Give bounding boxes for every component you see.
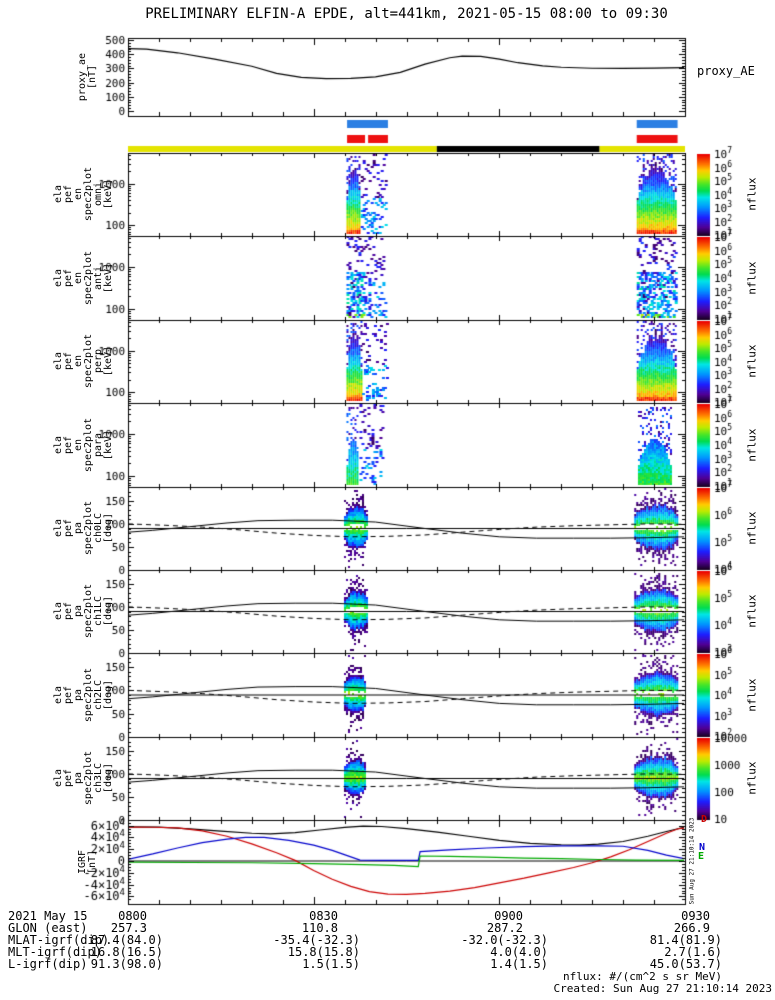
axis-row-lshell-label: L-igrf(dip) [8, 957, 88, 971]
lshell-value-2: 1.5(1.5) [302, 957, 360, 971]
axis-row-glon: GLON (east) 257.3 110.8 287.2 266.9 [0, 921, 775, 935]
mlat-value-4: 81.4(81.9) [649, 933, 722, 947]
axis-row-mlt: MLT-igrf(dip) 16.8(16.5) 15.8(15.8) 4.0(… [0, 945, 775, 959]
colorbar-label-nflux-anti: nflux [745, 261, 759, 295]
glon-value-1: 257.3 [110, 921, 147, 935]
ylabel-en-para: ela pef en spec2plot para [keV] [53, 417, 114, 473]
lshell-value-4: 45.0(53.7) [649, 957, 722, 971]
colorbar-label-nflux-omni: nflux [745, 177, 759, 211]
created-timestamp-vertical: Sun Aug 27 21:10:14 2023 [688, 817, 696, 905]
colorbar-label-nflux-perp: nflux [745, 344, 759, 378]
colorbar-label-nflux-para: nflux [745, 428, 759, 462]
igrf-legend-e: E [698, 851, 705, 862]
colorbar-label-nflux-ch2lc: nflux [745, 678, 759, 712]
time-tick-0900: 0900 [494, 909, 523, 923]
ylabel-pa-ch1lc: ela pef pa spec2plot ch1LC [deg] [53, 583, 114, 639]
mlat-value-3: -32.0(-32.3) [461, 933, 548, 947]
mlt-value-4: 2.7(1.6) [664, 945, 722, 959]
ylabel-en-perp: ela pef en spec2plot perp [keV] [53, 333, 114, 389]
colorbar-label-nflux-ch1lc: nflux [745, 594, 759, 628]
axis-row-lshell: L-igrf(dip) 91.3(98.0) 1.5(1.5) 1.4(1.5)… [0, 957, 775, 971]
mlt-value-1: 16.8(16.5) [90, 945, 163, 959]
colorbar-label-nflux-ch0lc: nflux [745, 511, 759, 545]
lshell-value-3: 1.4(1.5) [490, 957, 548, 971]
axis-row-mlt-label: MLT-igrf(dip) [8, 945, 102, 959]
time-tick-0800: 0800 [118, 909, 147, 923]
time-tick-0830: 0830 [309, 909, 338, 923]
mlt-value-2: 15.8(15.8) [287, 945, 360, 959]
axis-row-mlat: MLAT-igrf(dip) 87.4(84.0) -35.4(-32.3) -… [0, 933, 775, 947]
mlat-value-1: 87.4(84.0) [90, 933, 163, 947]
colorbar-label-nflux-ch3lc: nflux [745, 761, 759, 795]
axis-row-glon-label: GLON (east) [8, 921, 88, 935]
axis-row-mlat-label: MLAT-igrf(dip) [8, 933, 110, 947]
mlat-value-2: -35.4(-32.3) [273, 933, 360, 947]
right-label-proxy-ae: proxy_AE [697, 64, 755, 78]
axis-row-time: 2021 May 15 0800 0830 0900 0930 [0, 909, 775, 923]
ylabel-pa-ch3lc: ela pef pa spec2plot ch3LC [deg] [53, 750, 114, 806]
glon-value-4: 266.9 [673, 921, 710, 935]
axis-row-time-label: 2021 May 15 [8, 909, 88, 923]
ylabel-igrf: IGRF [nT] [77, 849, 98, 875]
ylabel-pa-ch0lc: ela pef pa spec2plot ch0LC [deg] [53, 500, 114, 556]
time-tick-0930: 0930 [681, 909, 710, 923]
ylabel-en-omni: ela pef en spec2plot omni [keV] [53, 166, 114, 222]
glon-value-2: 110.8 [301, 921, 338, 935]
ylabel-pa-ch2lc: ela pef pa spec2plot ch2LC [deg] [53, 667, 114, 723]
ylabel-en-anti: ela pef en spec2plot anti [keV] [53, 250, 114, 306]
igrf-legend-n: N [699, 842, 706, 853]
mlt-value-3: 4.0(4.0) [490, 945, 548, 959]
glon-value-3: 287.2 [486, 921, 523, 935]
igrf-legend-d: D [701, 814, 708, 825]
plot-title: PRELIMINARY ELFIN-A EPDE, alt=441km, 202… [145, 6, 668, 22]
lshell-value-1: 91.3(98.0) [90, 957, 163, 971]
created-timestamp: Created: Sun Aug 27 21:10:14 2023 [553, 982, 772, 995]
units-note: nflux: #/(cm^2 s sr MeV) [563, 970, 722, 983]
ylabel-proxy-ae: proxy_ae [nT] [77, 52, 98, 102]
